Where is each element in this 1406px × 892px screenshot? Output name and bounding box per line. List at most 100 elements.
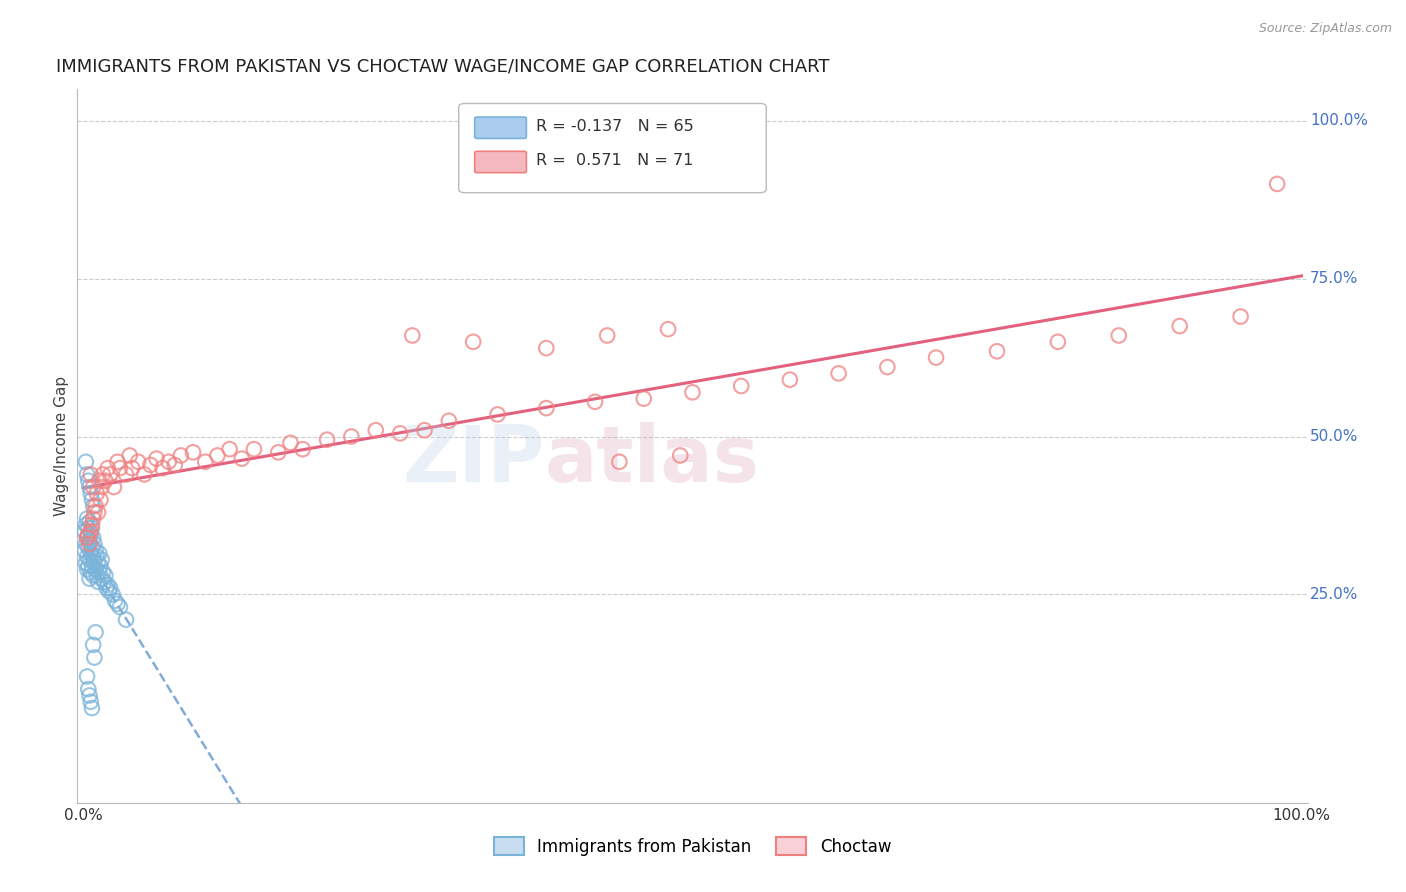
- Point: [340, 429, 363, 443]
- Text: 50.0%: 50.0%: [1310, 429, 1358, 444]
- Point: [84, 499, 107, 513]
- Point: [76, 562, 98, 576]
- Point: [86, 549, 108, 564]
- Point: [107, 455, 129, 469]
- Point: [157, 455, 180, 469]
- Point: [87, 574, 110, 589]
- Point: [115, 613, 138, 627]
- Point: [827, 367, 849, 381]
- Point: [75, 537, 97, 551]
- Point: [80, 524, 103, 539]
- Point: [80, 492, 103, 507]
- Point: [76, 531, 98, 545]
- Point: [82, 638, 104, 652]
- Point: [108, 600, 131, 615]
- Point: [170, 449, 193, 463]
- Point: [80, 546, 103, 560]
- Point: [486, 408, 509, 422]
- Point: [401, 328, 423, 343]
- Point: [1046, 334, 1069, 349]
- Point: [98, 467, 121, 482]
- Point: [91, 566, 114, 580]
- Point: [633, 392, 655, 406]
- Point: [76, 467, 98, 482]
- Point: [91, 467, 114, 482]
- Point: [1265, 177, 1288, 191]
- Point: [101, 587, 124, 601]
- Point: [669, 449, 692, 463]
- Point: [107, 597, 129, 611]
- Point: [73, 543, 96, 558]
- Point: [87, 505, 110, 519]
- Text: 25.0%: 25.0%: [1310, 587, 1358, 602]
- Point: [80, 566, 103, 580]
- Text: R = -0.137   N = 65: R = -0.137 N = 65: [536, 119, 695, 134]
- Point: [75, 517, 97, 532]
- Point: [876, 360, 898, 375]
- Point: [280, 435, 302, 450]
- Point: [94, 474, 117, 488]
- Point: [536, 341, 558, 355]
- Point: [73, 524, 96, 539]
- Point: [80, 486, 103, 500]
- Point: [657, 322, 679, 336]
- Point: [104, 593, 127, 607]
- Point: [96, 581, 118, 595]
- Point: [243, 442, 266, 457]
- Point: [76, 511, 98, 525]
- Point: [97, 461, 120, 475]
- Point: [115, 467, 138, 482]
- Point: [103, 480, 125, 494]
- Point: [389, 426, 412, 441]
- Point: [596, 328, 619, 343]
- Point: [1168, 318, 1191, 333]
- Text: ZIP: ZIP: [402, 422, 546, 499]
- Point: [364, 423, 387, 437]
- Point: [83, 556, 105, 570]
- Point: [207, 449, 229, 463]
- Point: [82, 549, 104, 564]
- Point: [83, 650, 105, 665]
- Text: R =  0.571   N = 71: R = 0.571 N = 71: [536, 153, 693, 168]
- Point: [218, 442, 240, 457]
- Point: [583, 394, 606, 409]
- Point: [76, 549, 98, 564]
- Point: [267, 445, 290, 459]
- Point: [90, 480, 112, 494]
- Point: [181, 445, 204, 459]
- Point: [87, 556, 110, 570]
- Point: [75, 556, 97, 570]
- Point: [682, 385, 704, 400]
- Point: [231, 451, 253, 466]
- Point: [986, 344, 1008, 359]
- Point: [82, 568, 104, 582]
- Point: [121, 461, 143, 475]
- Point: [77, 540, 100, 554]
- Point: [609, 455, 631, 469]
- Point: [79, 537, 101, 551]
- Point: [413, 423, 436, 437]
- Point: [145, 451, 167, 466]
- Point: [134, 467, 156, 482]
- Point: [437, 414, 460, 428]
- Point: [139, 458, 162, 472]
- Point: [90, 572, 112, 586]
- Point: [76, 669, 98, 683]
- Point: [127, 455, 149, 469]
- Point: [79, 552, 101, 566]
- Point: [316, 433, 339, 447]
- Point: [1229, 310, 1251, 324]
- Point: [80, 521, 103, 535]
- Point: [79, 480, 101, 494]
- Point: [94, 568, 117, 582]
- Text: IMMIGRANTS FROM PAKISTAN VS CHOCTAW WAGE/INCOME GAP CORRELATION CHART: IMMIGRANTS FROM PAKISTAN VS CHOCTAW WAGE…: [56, 58, 830, 76]
- Point: [82, 499, 104, 513]
- Point: [77, 527, 100, 541]
- Point: [80, 701, 103, 715]
- Point: [82, 531, 104, 545]
- Point: [89, 566, 111, 580]
- Point: [79, 533, 101, 548]
- Y-axis label: Wage/Income Gap: Wage/Income Gap: [53, 376, 69, 516]
- Text: Source: ZipAtlas.com: Source: ZipAtlas.com: [1258, 22, 1392, 36]
- Point: [84, 543, 107, 558]
